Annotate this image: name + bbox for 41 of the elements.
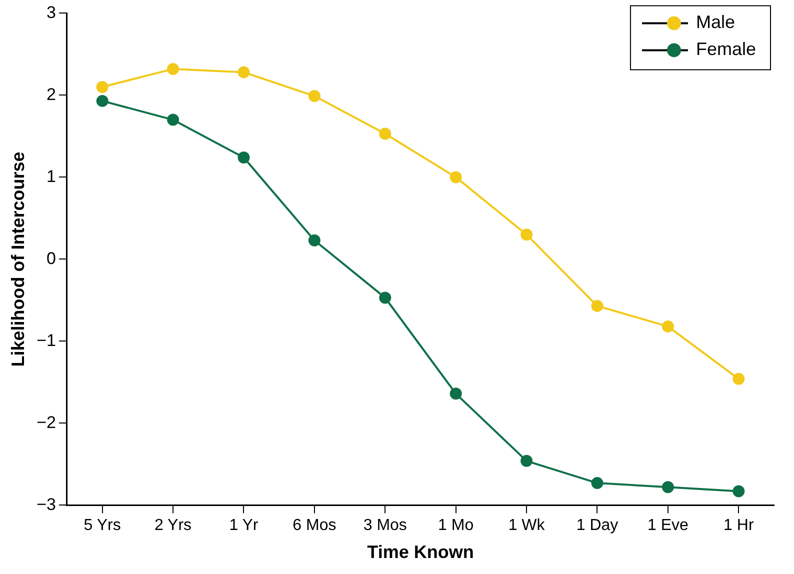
x-tick-label: 1 Yr bbox=[229, 517, 259, 534]
y-axis-title: Likelihood of Intercourse bbox=[8, 152, 28, 367]
point bbox=[96, 81, 108, 93]
point bbox=[520, 454, 533, 467]
point bbox=[308, 234, 320, 246]
y-tick-label: −3 bbox=[36, 494, 56, 514]
x-axis-title: Time Known bbox=[367, 542, 474, 562]
point bbox=[238, 152, 250, 164]
point bbox=[662, 320, 674, 332]
y-tick-label: 1 bbox=[46, 166, 56, 186]
point bbox=[167, 114, 180, 126]
point bbox=[520, 228, 533, 241]
x-tick-label: 1 Wk bbox=[508, 517, 546, 534]
x-tick-label: 1 Hr bbox=[724, 517, 754, 534]
x-tick-label: 3 Mos bbox=[363, 517, 407, 534]
x-tick-label: 1 Mo bbox=[438, 517, 474, 534]
x-tick-label: 5 Yrs bbox=[84, 517, 121, 534]
y-tick-label: −2 bbox=[36, 412, 56, 432]
x-tick-label: 6 Mos bbox=[292, 517, 336, 534]
y-tick-label: 3 bbox=[46, 2, 56, 22]
y-tick-label: −1 bbox=[36, 330, 56, 350]
point bbox=[662, 481, 674, 494]
point bbox=[732, 485, 745, 498]
point bbox=[591, 300, 604, 312]
point bbox=[379, 128, 392, 140]
x-tick-label: 2 Yrs bbox=[154, 517, 192, 534]
y-tick-label: 2 bbox=[46, 84, 56, 104]
point bbox=[96, 94, 108, 107]
legend-label: Male bbox=[696, 12, 735, 32]
point bbox=[450, 388, 462, 400]
x-tick-label: 1 Eve bbox=[647, 517, 688, 534]
y-tick-label: 0 bbox=[46, 248, 56, 268]
point bbox=[450, 171, 462, 184]
point bbox=[167, 62, 180, 75]
legend-label: Female bbox=[696, 39, 756, 60]
point bbox=[591, 477, 604, 490]
x-tick-label: 1 Day bbox=[576, 517, 618, 534]
point bbox=[732, 372, 745, 385]
point bbox=[379, 292, 392, 304]
point bbox=[238, 66, 250, 78]
point bbox=[308, 90, 320, 102]
